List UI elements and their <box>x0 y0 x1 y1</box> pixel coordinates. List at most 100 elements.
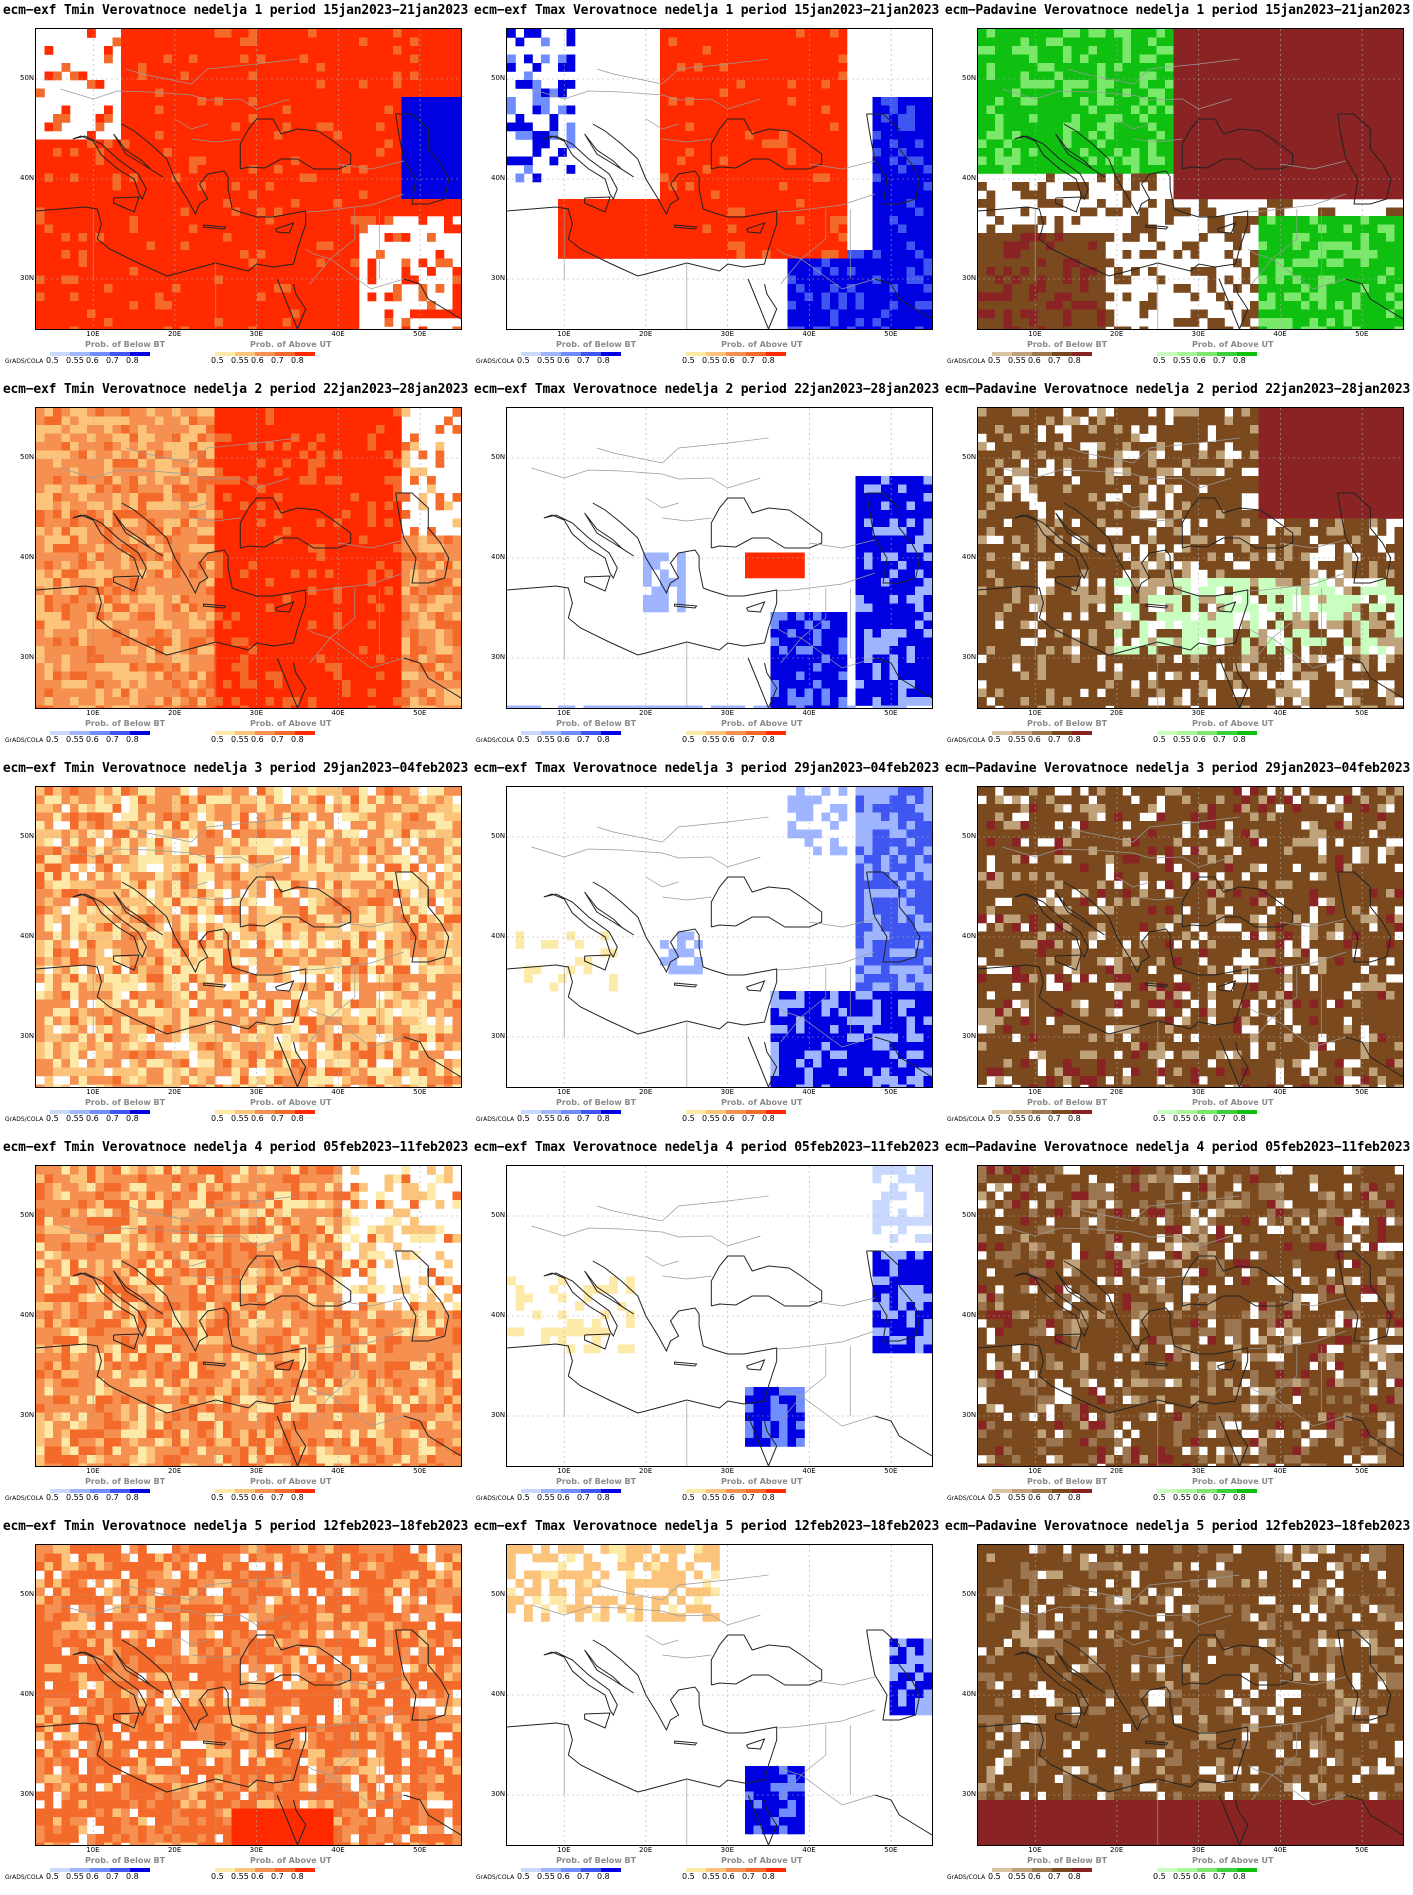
longitude-label: 50E <box>884 330 898 338</box>
probability-cell <box>197 173 207 183</box>
probability-cell <box>702 233 712 242</box>
probability-cell <box>1148 71 1157 81</box>
probability-cell <box>155 80 164 89</box>
probability-cell <box>685 29 695 38</box>
probability-cell <box>274 131 283 140</box>
probability-cell <box>393 29 402 38</box>
probability-cell <box>1097 241 1106 251</box>
probability-cell <box>223 37 232 47</box>
probability-cell <box>702 122 712 132</box>
probability-cell <box>1046 258 1055 268</box>
probability-cell <box>342 467 351 477</box>
probability-cell <box>1122 122 1132 132</box>
probability-cell <box>367 190 377 200</box>
probability-cell <box>796 258 805 268</box>
probability-cell <box>274 416 283 426</box>
probability-cell <box>299 493 309 502</box>
probability-cell <box>1309 156 1319 166</box>
probability-cell <box>44 416 54 426</box>
probability-cell <box>350 97 360 106</box>
probability-cell <box>1199 199 1208 208</box>
probability-cell <box>36 484 45 494</box>
probability-cell <box>265 122 275 132</box>
probability-cell <box>325 173 334 183</box>
probability-cell <box>172 544 181 553</box>
probability-cell <box>282 510 292 519</box>
probability-cell <box>702 139 712 149</box>
probability-cell <box>53 318 62 327</box>
probability-cell <box>1275 122 1285 132</box>
probability-cell <box>830 122 839 132</box>
probability-cell <box>265 476 275 485</box>
probability-cell <box>583 241 593 251</box>
probability-cell <box>231 527 241 536</box>
probability-cell <box>206 425 215 434</box>
probability-cell <box>1199 165 1208 174</box>
probability-cell <box>129 476 139 485</box>
probability-cell <box>1037 326 1047 329</box>
probability-cell <box>180 250 190 259</box>
probability-cell <box>1054 165 1064 174</box>
probability-cell <box>214 544 224 553</box>
probability-cell <box>1309 88 1319 98</box>
probability-cell <box>291 156 300 166</box>
probability-cell <box>282 501 292 511</box>
probability-cell <box>1233 165 1242 174</box>
probability-cell <box>189 258 198 268</box>
probability-cell <box>995 114 1004 123</box>
probability-cell <box>180 148 190 157</box>
probability-cell <box>282 207 292 217</box>
probability-cell <box>1012 250 1021 259</box>
probability-cell <box>308 190 317 200</box>
probability-cell <box>316 250 326 259</box>
probability-cell <box>923 224 932 234</box>
probability-cell <box>702 88 712 98</box>
probability-cell <box>1063 284 1072 293</box>
probability-cell <box>342 182 351 191</box>
probability-cell <box>70 425 79 434</box>
probability-cell <box>342 156 351 166</box>
probability-cell <box>316 501 326 511</box>
probability-cell <box>95 484 105 494</box>
probability-cell <box>1080 139 1089 149</box>
probability-cell <box>333 139 343 149</box>
probability-cell <box>138 318 147 327</box>
legend-value: 0.55 <box>702 356 720 365</box>
probability-cell <box>1224 326 1234 329</box>
probability-cell <box>923 97 932 106</box>
probability-cell <box>325 416 334 426</box>
probability-cell <box>770 88 780 98</box>
probability-cell <box>427 46 436 55</box>
probability-cell <box>1003 88 1013 98</box>
probability-cell <box>915 224 924 234</box>
probability-cell <box>189 80 198 89</box>
probability-cell <box>104 114 113 123</box>
probability-cell <box>1190 190 1200 200</box>
probability-cell <box>1369 267 1378 276</box>
probability-cell <box>1046 250 1055 259</box>
probability-cell <box>435 165 445 174</box>
probability-cell <box>1199 105 1208 115</box>
probability-cell <box>898 292 907 302</box>
probability-cell <box>316 190 326 200</box>
probability-cell <box>702 97 712 106</box>
probability-cell <box>1088 122 1098 132</box>
probability-cell <box>660 29 669 38</box>
probability-cell <box>804 71 814 81</box>
probability-cell <box>1199 114 1208 123</box>
probability-cell <box>1326 292 1336 302</box>
probability-cell <box>240 527 249 536</box>
probability-cell <box>1012 165 1021 174</box>
probability-cell <box>53 433 62 443</box>
probability-cell <box>189 326 198 329</box>
probability-cell <box>898 156 907 166</box>
probability-cell <box>129 535 139 545</box>
probability-cell <box>359 433 368 443</box>
probability-cell <box>274 224 283 234</box>
probability-cell <box>1156 80 1166 89</box>
legend-swatch <box>235 352 255 356</box>
probability-cell <box>796 80 805 89</box>
probability-cell <box>78 148 88 157</box>
probability-cell <box>129 139 139 149</box>
probability-cell <box>1386 233 1395 242</box>
